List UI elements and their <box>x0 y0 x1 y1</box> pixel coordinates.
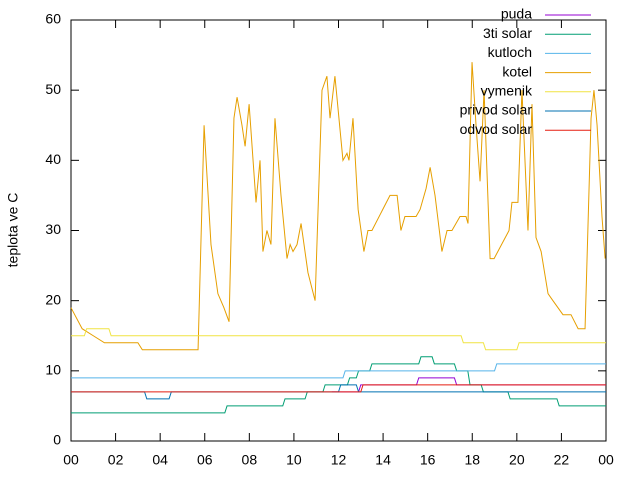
series-line <box>331 377 606 393</box>
x-tick-label: 18 <box>464 452 480 468</box>
x-tick-label: 12 <box>331 452 347 468</box>
y-tick-label: 10 <box>45 362 61 378</box>
y-tick-label: 60 <box>45 11 61 27</box>
y-tick-label: 0 <box>53 432 61 448</box>
x-tick-label: 02 <box>108 452 124 468</box>
series-line <box>70 62 606 351</box>
y-tick-label: 40 <box>45 151 61 167</box>
x-tick-label: 06 <box>197 452 213 468</box>
y-axis-label: teplota ve C <box>5 193 21 268</box>
x-tick-label: 04 <box>152 452 168 468</box>
legend-label: 3ti solar <box>483 25 532 41</box>
series-line <box>71 328 606 351</box>
x-tick-label: 16 <box>420 452 436 468</box>
legend-label: odvod solar <box>460 121 533 137</box>
series-line <box>71 363 606 379</box>
y-tick-label: 50 <box>45 81 61 97</box>
legend-label: vymenik <box>481 83 533 99</box>
legend-label: puda <box>501 6 532 22</box>
y-tick-label: 30 <box>45 221 61 237</box>
legend-label: kutloch <box>488 44 532 60</box>
x-tick-label: 10 <box>286 452 302 468</box>
series-line <box>71 384 606 393</box>
x-tick-label: 00 <box>598 452 614 468</box>
x-tick-label: 00 <box>63 452 79 468</box>
legend-label: privod solar <box>460 102 533 118</box>
legend-label: kotel <box>502 63 532 79</box>
x-tick-label: 20 <box>509 452 525 468</box>
x-tick-label: 08 <box>242 452 258 468</box>
x-tick-label: 14 <box>375 452 391 468</box>
y-tick-label: 20 <box>45 291 61 307</box>
x-tick-label: 22 <box>554 452 570 468</box>
